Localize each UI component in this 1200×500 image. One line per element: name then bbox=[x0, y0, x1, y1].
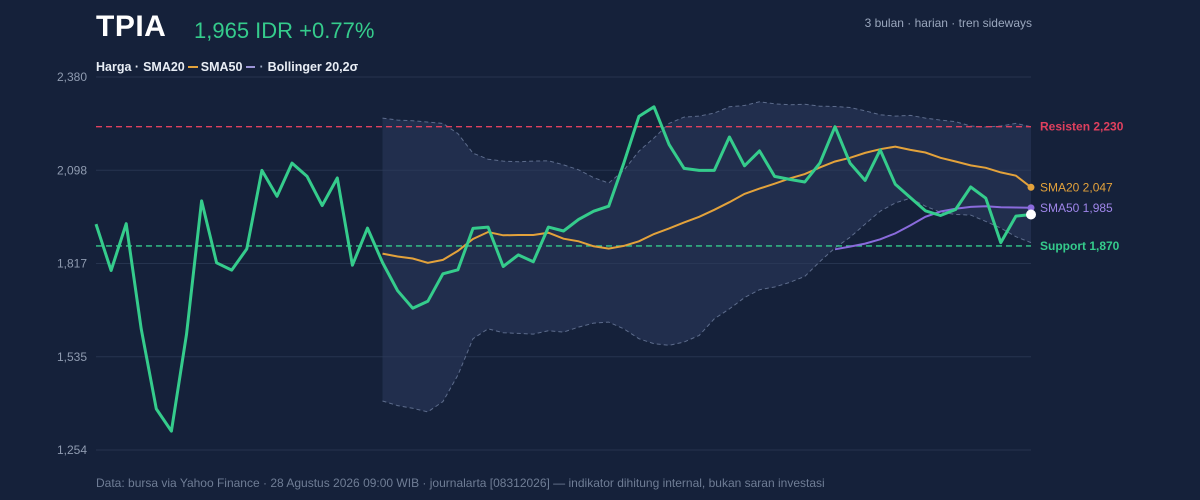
y-tick-label: 2,098 bbox=[57, 163, 87, 177]
legend-bollinger-label: Bollinger 20,2σ bbox=[267, 60, 359, 74]
legend-sma50-label: SMA50 bbox=[200, 60, 243, 74]
bollinger-lower-line bbox=[382, 197, 1032, 413]
ticker-symbol: TPIA bbox=[96, 10, 167, 43]
legend-sma20-label: SMA20 bbox=[143, 60, 185, 74]
y-tick-label: 1,817 bbox=[57, 257, 87, 271]
price-end-marker bbox=[1026, 209, 1036, 220]
legend-sma20-swatch bbox=[187, 66, 198, 68]
price-change: 1,965 IDR +0.77% bbox=[194, 18, 375, 43]
resistance-label: Resisten 2,230 bbox=[1040, 120, 1124, 134]
sma50-end-marker bbox=[1027, 204, 1035, 212]
footer-note: Data: bursa via Yahoo Finance · 28 Agust… bbox=[96, 476, 825, 490]
y-tick-label: 1,254 bbox=[57, 443, 87, 457]
bollinger-band-fill bbox=[382, 101, 1032, 412]
legend: Harga · SMA20 SMA50 · Bollinger 20,2σ bbox=[96, 60, 358, 74]
bollinger-upper-line bbox=[382, 101, 1032, 184]
legend-bollinger-swatch bbox=[246, 66, 256, 68]
y-tick-label: 1,535 bbox=[57, 350, 87, 364]
price-line bbox=[94, 105, 1032, 433]
legend-separator: · bbox=[259, 60, 264, 74]
y-tick-label: 2,380 bbox=[57, 70, 87, 84]
sma20-value-label: SMA20 2,047 bbox=[1040, 180, 1113, 194]
legend-price-label: Harga · bbox=[96, 60, 140, 74]
support-label: Support 1,870 bbox=[1040, 239, 1120, 253]
sma20-end-marker bbox=[1027, 183, 1035, 191]
sma50-value-label: SMA50 1,985 bbox=[1040, 201, 1113, 215]
chart-meta: 3 bulan · harian · tren sideways bbox=[864, 16, 1032, 30]
